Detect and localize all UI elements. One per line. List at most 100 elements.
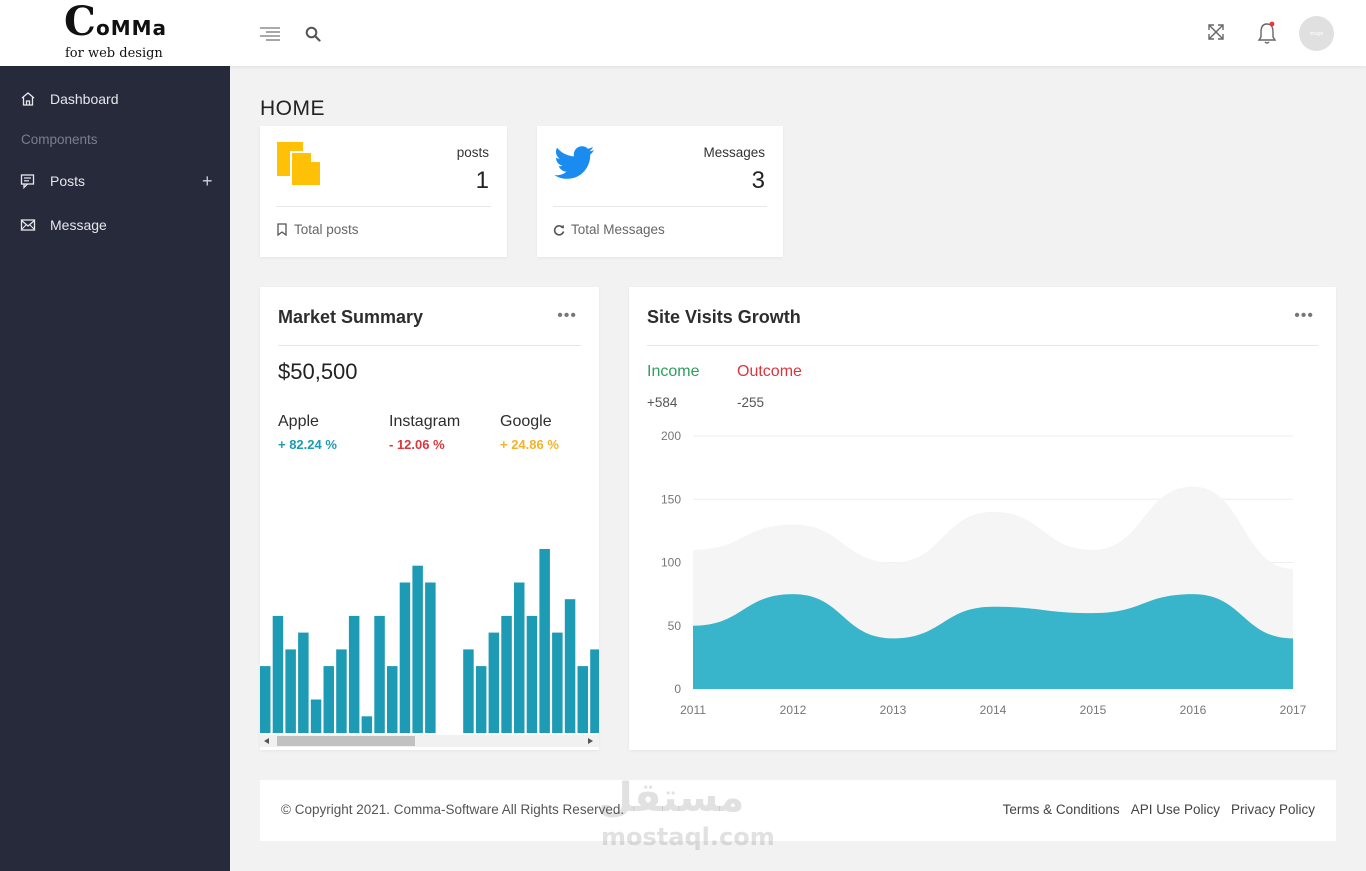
twitter-icon [555, 146, 594, 179]
api-policy-link[interactable]: API Use Policy [1130, 802, 1220, 817]
horizontal-scrollbar[interactable] [260, 735, 599, 747]
company-change: - 12.06 % [389, 437, 445, 452]
bar [501, 615, 512, 733]
stat-footer-text: Total posts [294, 222, 359, 237]
scroll-left-icon[interactable] [264, 738, 270, 744]
bookmark-icon [277, 223, 287, 236]
bar [463, 649, 474, 733]
terms-link[interactable]: Terms & Conditions [1002, 802, 1120, 817]
avatar-text: image [1309, 30, 1324, 37]
company-name: Google [500, 413, 552, 430]
menu-lines-icon[interactable] [258, 24, 282, 44]
site-visits-panel: Site Visits Growth ••• Income Outcome +5… [629, 287, 1336, 750]
avatar[interactable]: image [1299, 16, 1334, 51]
sidebar-item-label: Posts [50, 173, 86, 189]
bar [298, 632, 309, 733]
bar [310, 699, 322, 733]
y-tick-label: 200 [661, 429, 681, 443]
search-icon[interactable] [304, 25, 322, 43]
stat-value: 3 [751, 167, 765, 194]
divider [647, 345, 1318, 346]
brand-logo[interactable]: C oMMa for web design [62, 0, 172, 62]
footer: © Copyright 2021. Comma-Software All Rig… [260, 780, 1336, 841]
bar [488, 632, 500, 733]
outcome-label: Outcome [737, 363, 802, 380]
bar [564, 599, 576, 733]
market-total: $50,500 [278, 359, 358, 384]
bar [475, 666, 487, 733]
sidebar-item-message[interactable]: Message [0, 205, 230, 245]
company-change: + 24.86 % [500, 437, 559, 452]
bar [374, 615, 385, 733]
scrollbar-thumb[interactable] [277, 736, 415, 746]
bar [260, 666, 271, 733]
bar [285, 649, 296, 733]
stat-footer: Total posts [276, 222, 359, 237]
bar [361, 716, 373, 733]
bar [348, 615, 360, 733]
y-tick-label: 150 [661, 492, 681, 506]
bar [387, 666, 398, 733]
stat-label: Messages [703, 145, 765, 160]
more-options-icon[interactable]: ••• [557, 307, 577, 324]
home-icon [21, 92, 35, 106]
expand-plus-icon[interactable]: + [202, 170, 213, 191]
bar [272, 615, 284, 733]
outcome-value: -255 [737, 395, 765, 410]
income-label: Income [647, 363, 700, 380]
stat-label: posts [456, 145, 489, 160]
panel-title: Site Visits Growth [647, 307, 801, 327]
bar [590, 649, 599, 733]
refresh-icon [553, 224, 565, 236]
copyright-text: © Copyright 2021. Comma-Software All Rig… [281, 802, 625, 817]
logo-main-letter: C [64, 0, 96, 45]
panel-title: Market Summary [278, 307, 424, 327]
scroll-right-icon[interactable] [588, 738, 594, 744]
x-tick-label: 2015 [1080, 703, 1107, 717]
bar [412, 565, 423, 733]
stat-card-posts: posts 1 Total posts [260, 126, 507, 257]
footer-links: Terms & Conditions API Use Policy Privac… [1003, 802, 1315, 817]
mail-icon [20, 219, 36, 231]
document-icon [277, 142, 322, 187]
income-value: +584 [647, 395, 678, 410]
bell-icon[interactable] [1255, 20, 1279, 46]
bar [336, 649, 347, 733]
x-tick-label: 2016 [1180, 703, 1207, 717]
company-google: Google + 24.86 % [500, 409, 600, 452]
divider [276, 206, 491, 207]
company-name: Instagram [389, 413, 461, 430]
privacy-policy-link[interactable]: Privacy Policy [1230, 802, 1315, 817]
bar [323, 666, 334, 733]
x-tick-label: 2014 [980, 703, 1007, 717]
sidebar-item-dashboard[interactable]: Dashboard [0, 79, 230, 119]
bar [514, 582, 525, 733]
divider [553, 206, 767, 207]
sidebar-item-label: Dashboard [50, 91, 119, 107]
company-instagram: Instagram - 12.06 % [389, 409, 461, 452]
bar [539, 549, 550, 733]
x-tick-label: 2011 [680, 703, 706, 717]
sidebar: Dashboard Components Posts + Message [0, 66, 230, 871]
divider [278, 345, 581, 346]
sidebar-item-posts[interactable]: Posts + [0, 161, 230, 201]
stat-card-messages: Messages 3 Total Messages [537, 126, 783, 257]
bar [552, 632, 563, 733]
y-tick-label: 0 [674, 682, 681, 696]
posts-icon [20, 174, 35, 189]
market-bar-chart [260, 549, 599, 733]
top-bar: C oMMa for web design image [0, 0, 1366, 66]
more-options-icon[interactable]: ••• [1294, 307, 1314, 324]
sidebar-item-label: Message [50, 217, 107, 233]
bar [526, 615, 538, 733]
area-series [693, 594, 1293, 689]
bar [577, 666, 588, 733]
stat-footer: Total Messages [553, 222, 665, 237]
stat-value: 1 [475, 167, 489, 194]
x-tick-label: 2012 [780, 703, 807, 717]
logo-tagline: for web design [65, 46, 163, 61]
expand-icon[interactable] [1205, 21, 1227, 43]
page-title: HOME [260, 97, 325, 120]
sidebar-heading: Components [21, 132, 98, 147]
stat-footer-text: Total Messages [571, 222, 665, 237]
